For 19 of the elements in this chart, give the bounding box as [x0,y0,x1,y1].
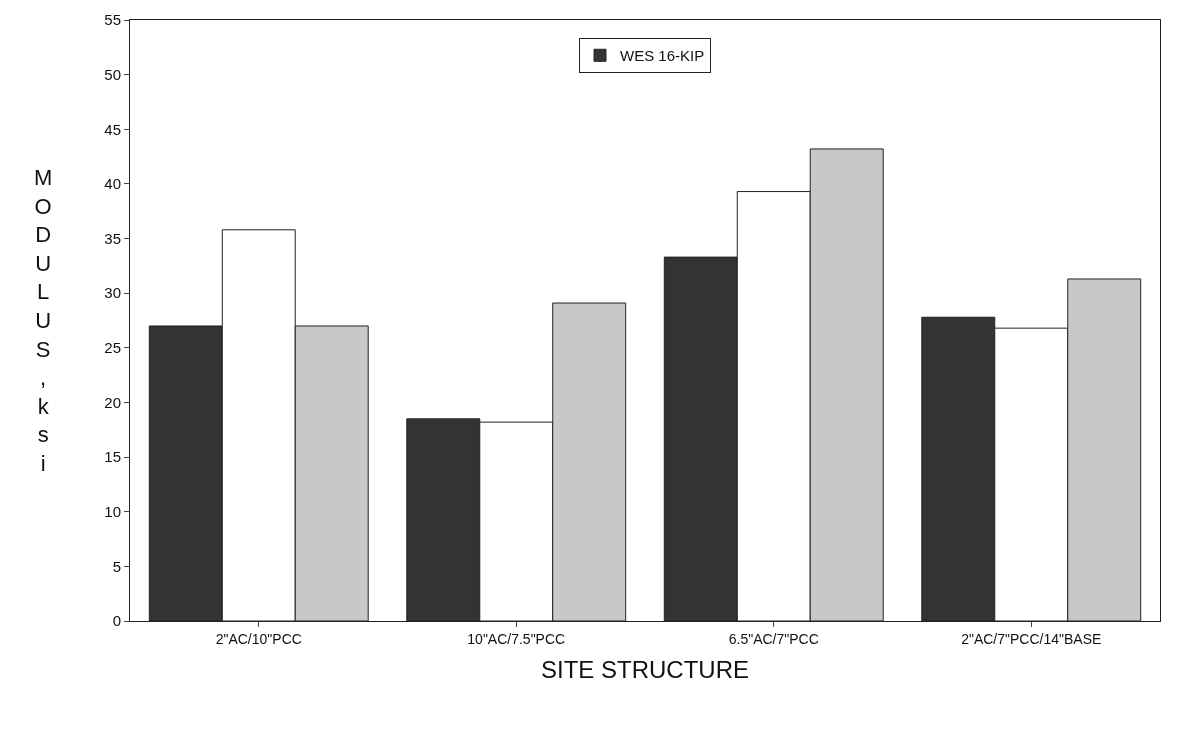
y-tick-label: 15 [104,448,121,466]
y-tick-label: 0 [112,612,121,630]
x-tick-label: 2"AC/10"PCC [215,630,302,647]
x-tick-label: 10"AC/7.5"PCC [467,630,566,647]
y-tick-label: 35 [104,229,121,247]
y-tick-label: 5 [112,557,121,575]
x-axis-title: SITE STRUCTURE [540,656,750,684]
y-tick-label: 55 [104,11,121,29]
y-tick-label: 50 [104,65,121,83]
legend-label: WES 16-KIP [620,47,705,65]
y-tick-label: 45 [104,120,121,138]
y-tick-label: 20 [104,393,121,411]
y-tick-label: 10 [104,502,121,520]
y-tick-label: 40 [104,175,121,193]
x-tick-label: 2"AC/7"PCC/14"BASE [961,630,1102,647]
y-tick-label: 25 [104,339,121,357]
y-tick-label: 30 [104,284,121,302]
x-tick-label: 6.5"AC/7"PCC [728,630,819,647]
text: MODULUS, ksi [34,165,53,476]
